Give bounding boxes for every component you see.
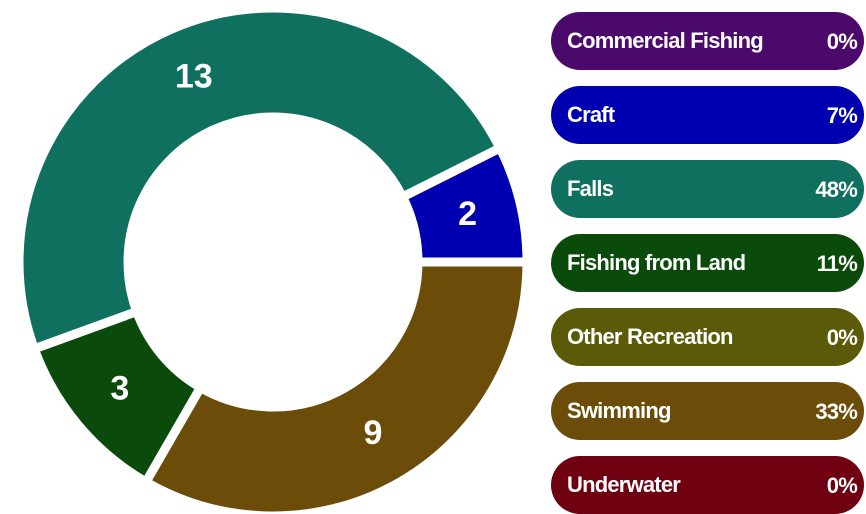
legend-label: Falls xyxy=(567,176,614,201)
legend-item xyxy=(551,160,864,218)
slice-label: 3 xyxy=(110,370,129,408)
slice xyxy=(14,3,507,355)
legend-item xyxy=(551,456,864,514)
legend-percent: 48% xyxy=(815,177,857,202)
legend-percent: 7% xyxy=(827,103,857,128)
legend-item xyxy=(551,234,864,292)
legend-percent: 0% xyxy=(827,29,857,54)
legend-label: Commercial Fishing xyxy=(567,28,763,53)
legend-label: Fishing from Land xyxy=(567,250,745,275)
legend-percent: 0% xyxy=(827,325,857,350)
legend-item xyxy=(551,12,864,70)
legend-percent: 33% xyxy=(815,399,857,424)
slice-label: 2 xyxy=(458,195,477,233)
legend-label: Craft xyxy=(567,102,616,127)
legend-item xyxy=(551,382,864,440)
legend-label: Other Recreation xyxy=(567,324,733,349)
legend-item xyxy=(551,308,864,366)
legend-percent: 11% xyxy=(817,251,858,276)
legend-label: Swimming xyxy=(567,398,671,423)
slice-label: 13 xyxy=(175,57,213,95)
slice xyxy=(139,257,532,514)
legend-label: Underwater xyxy=(567,472,681,497)
slice-label: 9 xyxy=(364,414,383,452)
legend-percent: 0% xyxy=(827,473,857,498)
legend-item xyxy=(551,86,864,144)
